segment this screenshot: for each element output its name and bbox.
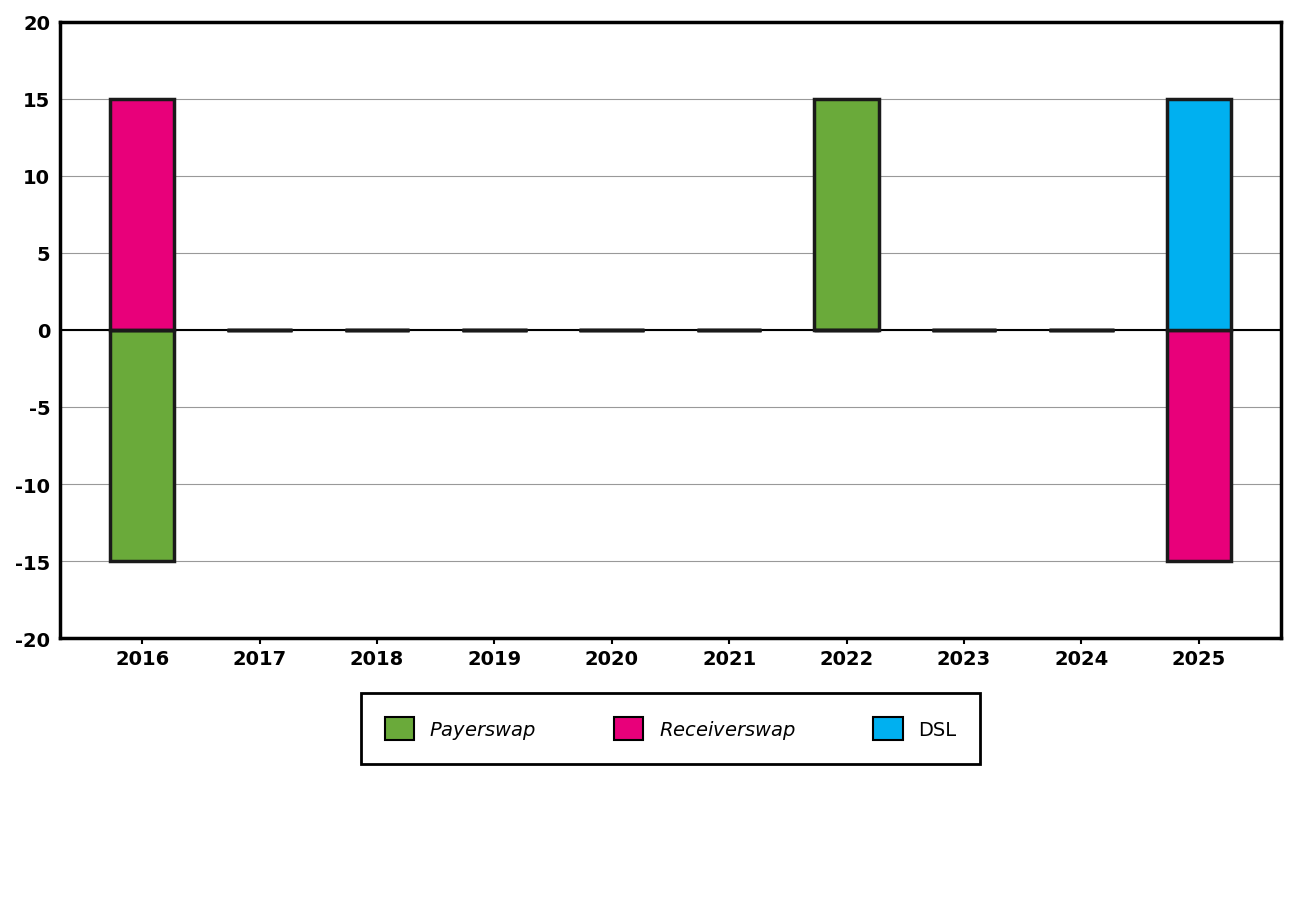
- Bar: [110, 99, 175, 331]
- Bar: [1166, 99, 1231, 331]
- Bar: [814, 99, 879, 331]
- Legend: $\it{Payerswap}$, $\it{Receiverswap}$, DSL: $\it{Payerswap}$, $\it{Receiverswap}$, D…: [362, 694, 980, 765]
- Bar: [110, 331, 175, 562]
- Bar: [1166, 331, 1231, 562]
